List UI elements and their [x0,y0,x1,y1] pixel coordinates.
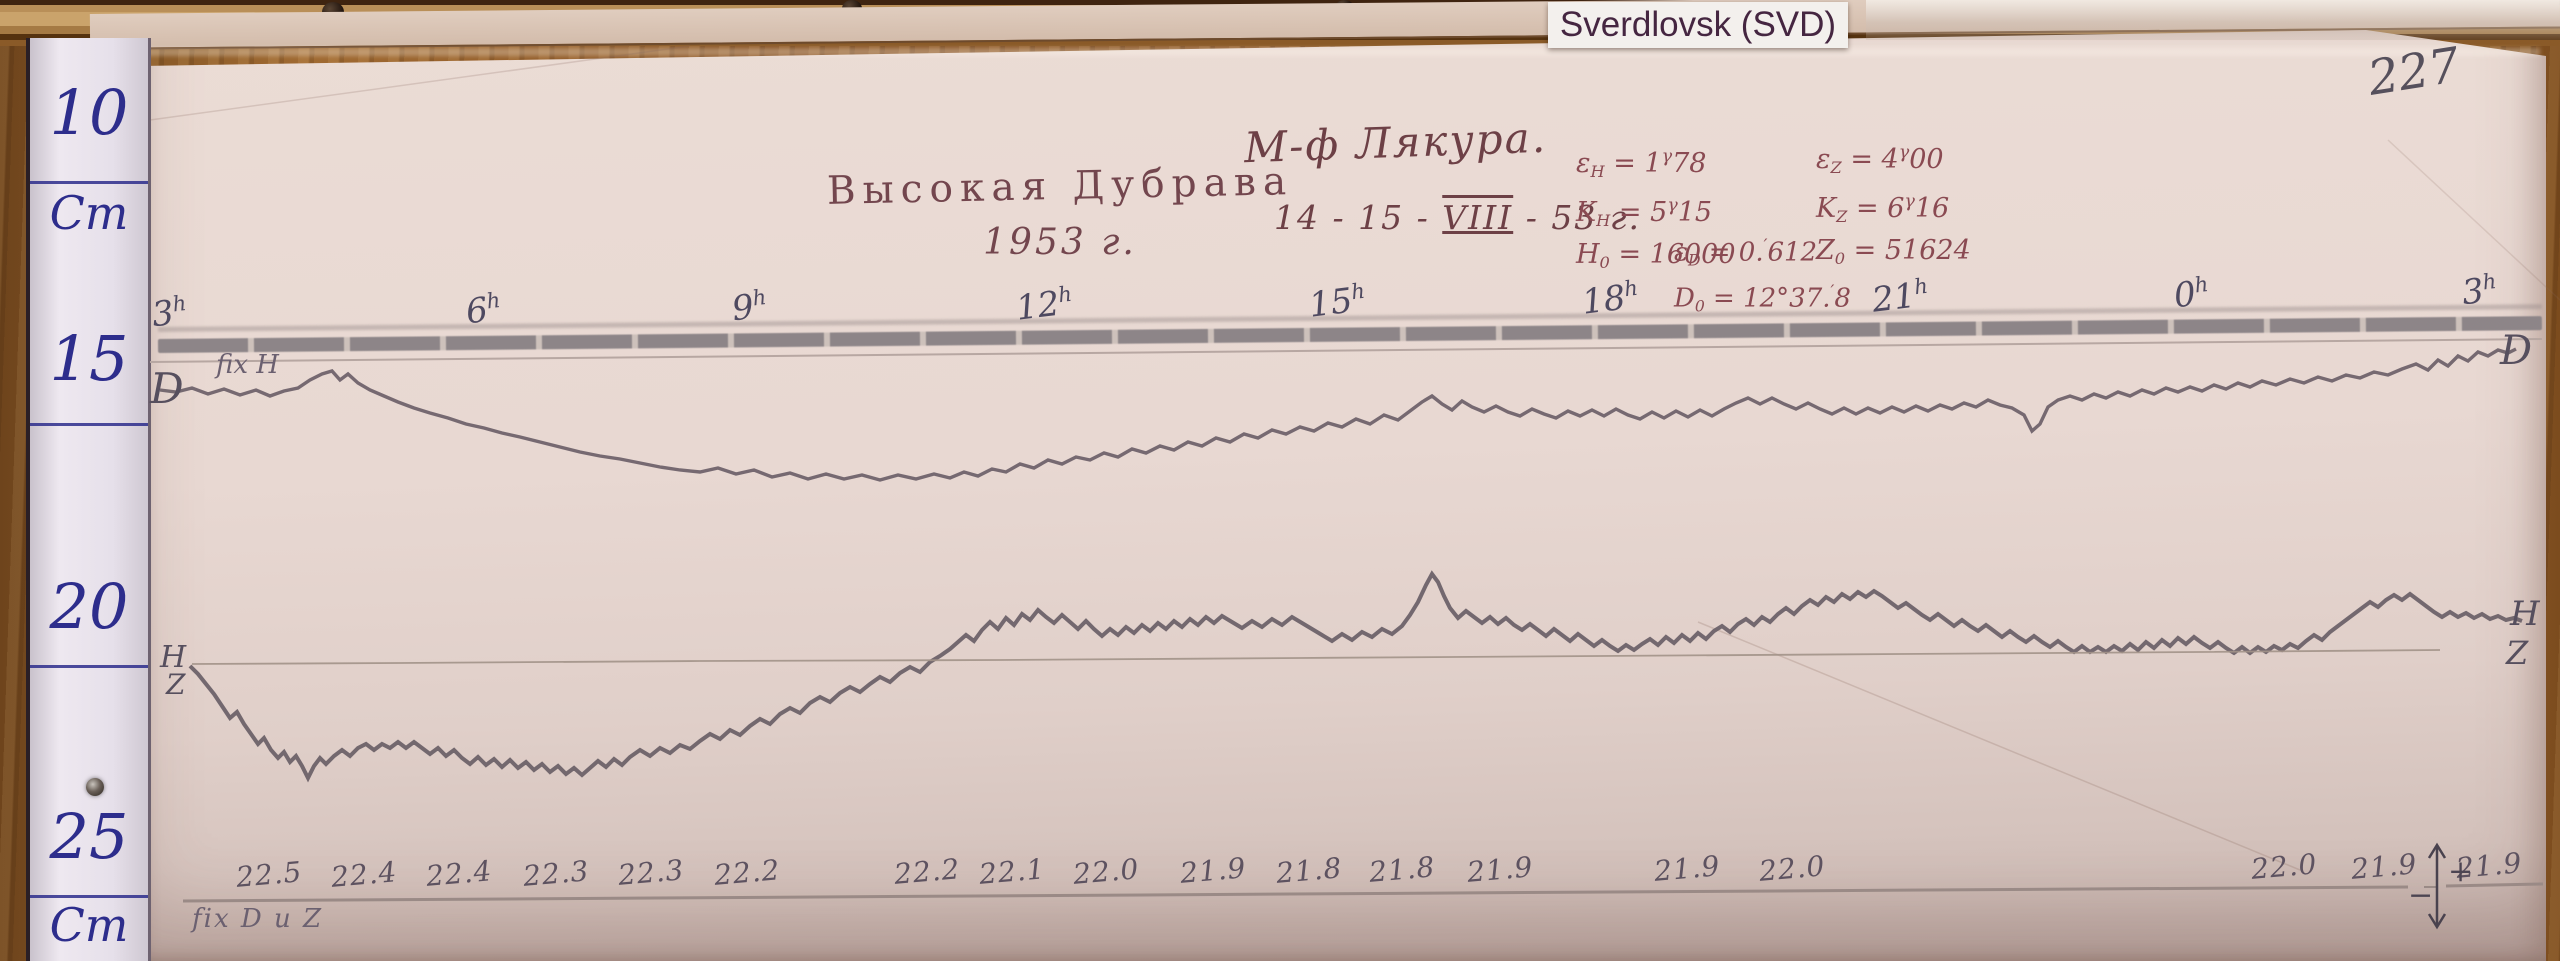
ruler-mark: 25 [49,800,129,873]
polarity-plus: + [2448,854,2474,889]
constant-row: KH = 5γ15 [1576,196,1713,230]
constant-row: KZ = 6γ16 [1816,192,1950,226]
bottom-baseline [182,882,2544,903]
plexiglass-glare [1866,0,2560,40]
polarity-minus: − [2408,878,2434,913]
ruler-mark: 20 [49,570,129,643]
dates-post: - 53 г. [1513,198,1641,237]
polarity-arrow [2427,842,2447,930]
scale-constants-H: εH = 1γ78 KH = 5γ15 H0 = 16000 [1576,140,1736,280]
chart-paper [134,30,2546,961]
fix-dz-note: fix D и Z [192,904,324,934]
trace-label-d-left: D [150,364,184,413]
constant-row: Z0 = 51624 [1816,235,1971,268]
fix-h-note: fix H [216,350,279,380]
nail-head-icon [86,778,104,796]
constant-row: εZ = 4γ00 [1816,143,1944,177]
constant-row: D0 = 12°37.′8 [1674,280,1851,316]
ruler-tick [30,665,148,668]
scale-constants-D: εD = 0.′612 D0 = 12°37.′8 [1674,230,1851,321]
ruler-mark: 15 [49,322,129,395]
trace-label-z-right: Z [2506,634,2529,672]
dates-month: VIII [1442,198,1514,237]
ruler-mark: Cm [49,898,129,952]
trace-label-h-left: H [160,640,187,675]
paper-creases [149,45,2560,871]
trace-H [188,570,2523,783]
trace-label-h-right: H [2510,594,2540,634]
glass-glare-band [120,48,2540,56]
trace-Z [191,649,2441,665]
constant-row: εD = 0.′612 [1674,235,1818,270]
ruler-mark: Cm [49,186,129,240]
observatory-label: Sverdlovsk (SVD) [1548,2,1848,48]
magnetic-traces [159,347,2523,783]
ruler-mark: 10 [49,76,129,149]
record-dates: 14 - 15 - VIII - 53 г. [1274,198,1641,237]
scale-constants-Z: εZ = 4γ00 KZ = 6γ16 Z0 = 51624 [1816,136,1971,276]
ruler-tick [30,423,148,426]
trace-label-z-left: Z [166,668,186,701]
trace-D [159,347,2517,482]
ruler-tick [30,895,148,898]
ruler-tick [30,181,148,184]
dates-pre: 14 - 15 - [1274,198,1443,237]
trace-label-d-right: D [2500,328,2533,374]
constant-row: εH = 1γ78 [1576,147,1707,181]
station-year: 1953 г. [983,222,1137,263]
ruler: 10 Cm 15 20 25 Cm [26,38,151,961]
constant-row: H0 = 16000 [1576,239,1736,272]
